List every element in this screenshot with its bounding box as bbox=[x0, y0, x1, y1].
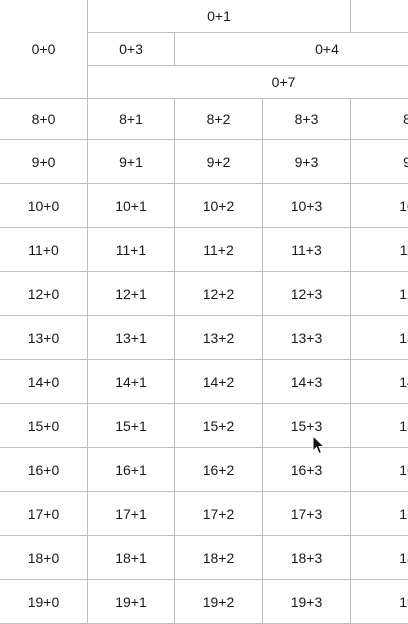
grid-cell[interactable]: 17+4 bbox=[351, 492, 408, 536]
grid-cell[interactable]: 15+0 bbox=[0, 404, 88, 448]
grid-cell[interactable]: 17+1 bbox=[88, 492, 175, 536]
grid-cell[interactable]: 10+4 bbox=[351, 184, 408, 228]
grid-cell[interactable]: 16+3 bbox=[263, 448, 351, 492]
grid-cell[interactable]: 14+1 bbox=[88, 360, 175, 404]
header-cell-top[interactable]: 0+1 bbox=[88, 0, 351, 33]
grid-cell[interactable]: 11+4 bbox=[351, 228, 408, 272]
grid-cell[interactable]: 9+4 bbox=[351, 140, 408, 184]
grid-cell[interactable]: 18+1 bbox=[88, 536, 175, 580]
grid-cell[interactable]: 15+3 bbox=[263, 404, 351, 448]
grid-cell[interactable]: 8+0 bbox=[0, 99, 88, 140]
grid-cell[interactable]: 15+1 bbox=[88, 404, 175, 448]
grid-cell[interactable]: 11+2 bbox=[175, 228, 263, 272]
grid-cell[interactable]: 19+0 bbox=[0, 580, 88, 624]
grid-cell[interactable]: 13+4 bbox=[351, 316, 408, 360]
grid-cell[interactable]: 9+3 bbox=[263, 140, 351, 184]
grid-cell[interactable]: 13+1 bbox=[88, 316, 175, 360]
grid-cell[interactable]: 11+3 bbox=[263, 228, 351, 272]
grid-cell[interactable]: 14+3 bbox=[263, 360, 351, 404]
grid-cell[interactable]: 11+1 bbox=[88, 228, 175, 272]
grid-cell[interactable]: 18+3 bbox=[263, 536, 351, 580]
grid-cell[interactable]: 19+2 bbox=[175, 580, 263, 624]
grid-cell[interactable]: 10+2 bbox=[175, 184, 263, 228]
header-cell-mid-right[interactable]: 0+4 bbox=[175, 33, 408, 66]
grid-cell[interactable]: 14+4 bbox=[351, 360, 408, 404]
header-cell-bottom[interactable]: 0+7 bbox=[88, 66, 408, 99]
grid-cell[interactable]: 10+3 bbox=[263, 184, 351, 228]
grid-cell[interactable]: 12+2 bbox=[175, 272, 263, 316]
grid-cell[interactable]: 16+2 bbox=[175, 448, 263, 492]
grid-cell[interactable]: 16+4 bbox=[351, 448, 408, 492]
grid-cell[interactable]: 16+1 bbox=[88, 448, 175, 492]
grid-cell[interactable]: 12+1 bbox=[88, 272, 175, 316]
grid-cell[interactable]: 13+0 bbox=[0, 316, 88, 360]
grid-cell[interactable]: 14+2 bbox=[175, 360, 263, 404]
grid-cell[interactable]: 17+3 bbox=[263, 492, 351, 536]
grid-cell[interactable]: 19+4 bbox=[351, 580, 408, 624]
grid-cell[interactable]: 8+4 bbox=[351, 99, 408, 140]
grid-cell[interactable]: 12+0 bbox=[0, 272, 88, 316]
grid-cell[interactable]: 14+0 bbox=[0, 360, 88, 404]
grid-cell[interactable]: 12+3 bbox=[263, 272, 351, 316]
grid-cell[interactable]: 8+3 bbox=[263, 99, 351, 140]
grid-cell[interactable]: 9+2 bbox=[175, 140, 263, 184]
grid-cell[interactable]: 11+0 bbox=[0, 228, 88, 272]
grid-cell[interactable]: 15+2 bbox=[175, 404, 263, 448]
grid-cell[interactable]: 19+1 bbox=[88, 580, 175, 624]
grid-cell[interactable]: 17+0 bbox=[0, 492, 88, 536]
grid-cell[interactable]: 8+1 bbox=[88, 99, 175, 140]
grid-cell[interactable]: 18+4 bbox=[351, 536, 408, 580]
grid-cell[interactable]: 13+3 bbox=[263, 316, 351, 360]
grid-cell[interactable]: 10+0 bbox=[0, 184, 88, 228]
header-cell-top-right[interactable] bbox=[351, 0, 408, 33]
grid-cell[interactable]: 10+1 bbox=[88, 184, 175, 228]
grid-cell[interactable]: 18+2 bbox=[175, 536, 263, 580]
grid-cell[interactable]: 19+3 bbox=[263, 580, 351, 624]
grid-cell[interactable]: 9+1 bbox=[88, 140, 175, 184]
grid-cell[interactable]: 9+0 bbox=[0, 140, 88, 184]
grid-cell[interactable]: 13+2 bbox=[175, 316, 263, 360]
grid-cell[interactable]: 16+0 bbox=[0, 448, 88, 492]
grid-cell[interactable]: 15+4 bbox=[351, 404, 408, 448]
grid-cell[interactable]: 18+0 bbox=[0, 536, 88, 580]
grid-cell[interactable]: 8+2 bbox=[175, 99, 263, 140]
grid-cell[interactable]: 17+2 bbox=[175, 492, 263, 536]
header-cell-corner[interactable]: 0+0 bbox=[0, 0, 88, 99]
header-cell-mid-left[interactable]: 0+3 bbox=[88, 33, 175, 66]
grid-cell[interactable]: 12+4 bbox=[351, 272, 408, 316]
